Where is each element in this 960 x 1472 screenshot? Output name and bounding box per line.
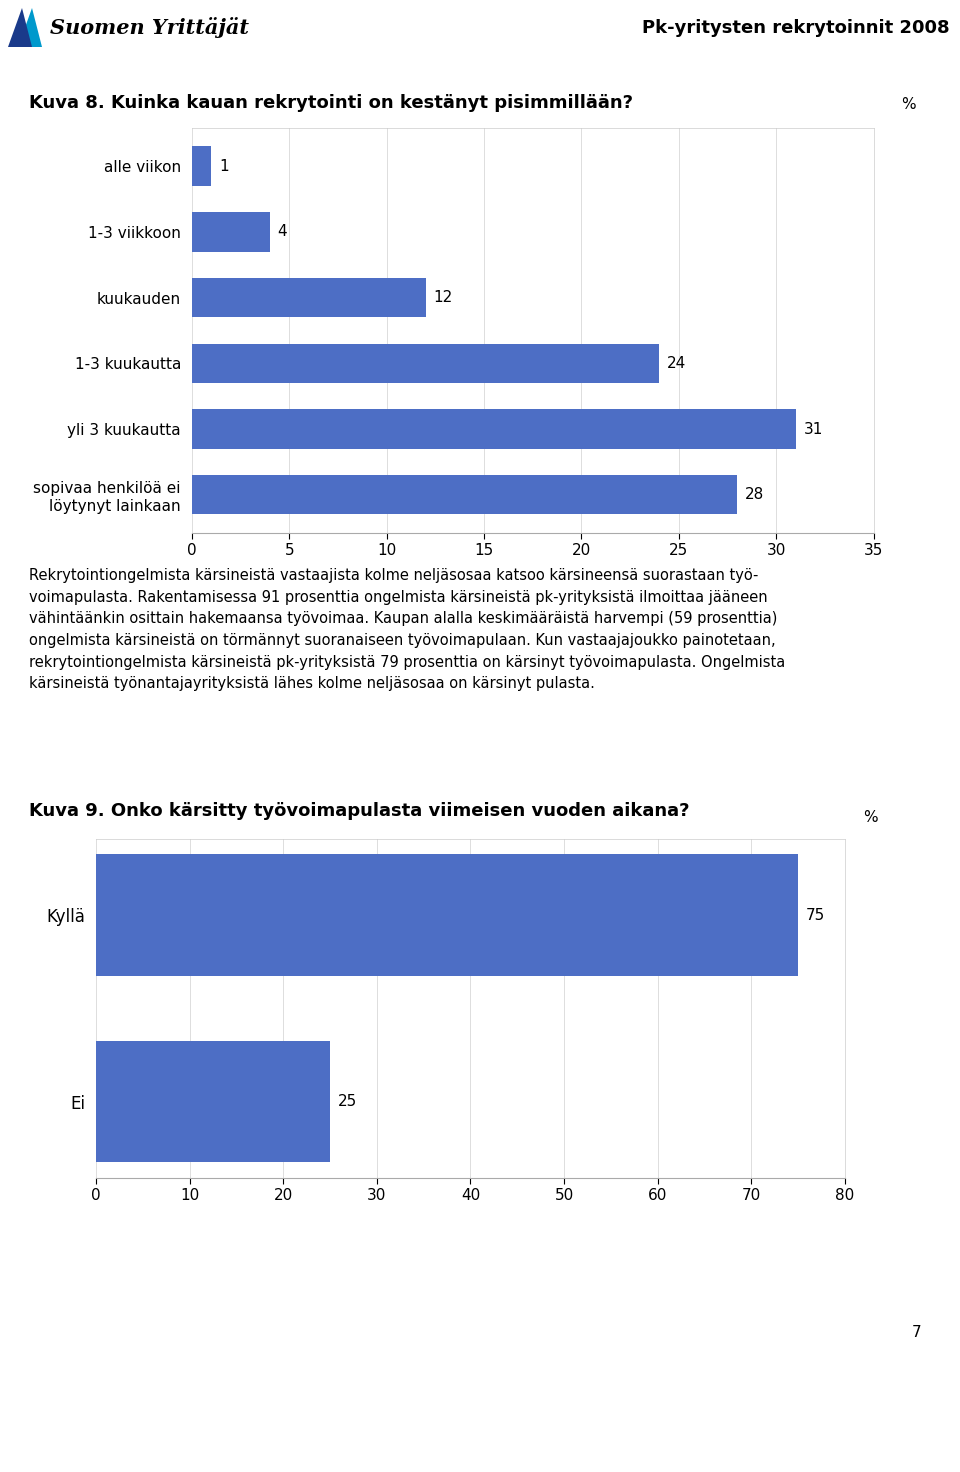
Text: Kuva 9. Onko kärsitty työvoimapulasta viimeisen vuoden aikana?: Kuva 9. Onko kärsitty työvoimapulasta vi… <box>29 802 689 820</box>
Text: Rekrytointiongelmista kärsineistä vastaajista kolme neljäsosaa katsoo kärsineens: Rekrytointiongelmista kärsineistä vastaa… <box>29 568 785 692</box>
Text: 4: 4 <box>277 224 287 240</box>
Text: %: % <box>863 811 878 826</box>
Bar <box>192 146 211 185</box>
Polygon shape <box>8 7 32 47</box>
Text: 75: 75 <box>805 908 825 923</box>
Text: 28: 28 <box>745 487 764 502</box>
Bar <box>96 1041 330 1163</box>
Text: Kuva 8. Kuinka kauan rekrytointi on kestänyt pisimmillään?: Kuva 8. Kuinka kauan rekrytointi on kest… <box>29 94 633 112</box>
Text: 24: 24 <box>667 356 686 371</box>
Text: 31: 31 <box>804 421 823 437</box>
Text: 7: 7 <box>912 1325 922 1340</box>
Bar <box>192 475 737 514</box>
Bar <box>192 278 425 318</box>
Bar <box>192 212 270 252</box>
Bar <box>96 854 798 976</box>
Text: Suomen Yrittäjät: Suomen Yrittäjät <box>50 18 249 38</box>
Bar <box>192 409 796 449</box>
Text: yrittajat.fi: yrittajat.fi <box>837 1438 940 1456</box>
Text: Pk-yritysten rekrytoinnit 2008: Pk-yritysten rekrytoinnit 2008 <box>642 19 950 37</box>
Text: %: % <box>900 97 916 112</box>
Polygon shape <box>18 7 42 47</box>
Bar <box>192 343 660 383</box>
Text: 1: 1 <box>219 159 228 174</box>
Text: 12: 12 <box>434 290 453 305</box>
Text: 25: 25 <box>338 1094 357 1108</box>
